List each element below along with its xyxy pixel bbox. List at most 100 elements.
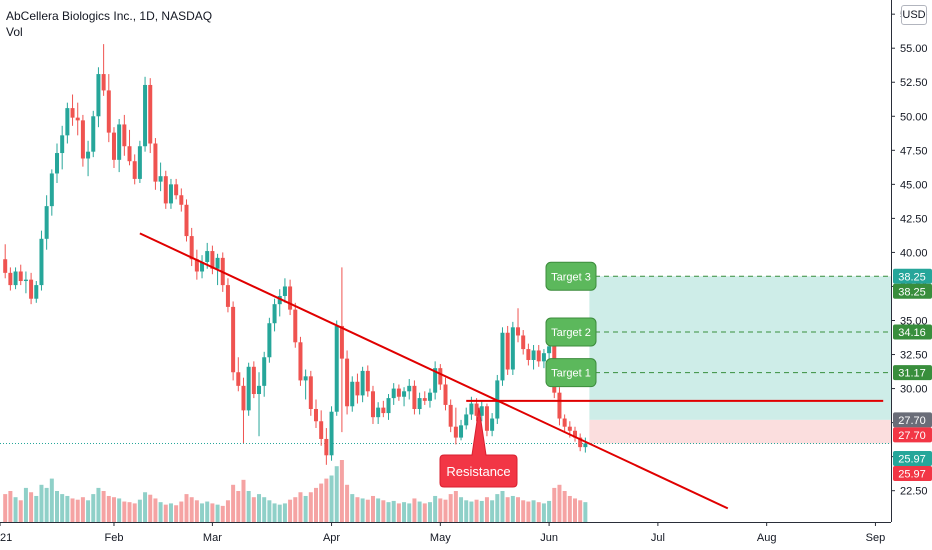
- y-tick-label: 32.50: [900, 350, 928, 362]
- volume-bar: [448, 494, 453, 522]
- descending-trendline: [139, 232, 729, 510]
- volume-bar: [407, 503, 412, 522]
- volume-bar: [298, 492, 303, 522]
- volume-bar: [334, 466, 339, 522]
- candle-body: [65, 108, 70, 136]
- candle-body: [505, 332, 510, 370]
- volume-bar: [236, 491, 241, 522]
- target-box: [545, 261, 597, 291]
- volume-bar: [479, 500, 484, 522]
- volume-bar: [184, 494, 189, 522]
- volume-bar: [360, 498, 365, 522]
- volume-bar: [277, 504, 282, 522]
- volume-bar: [91, 494, 96, 522]
- volume-bar: [500, 491, 505, 522]
- candle-body: [18, 271, 23, 282]
- price-label: 27.70: [898, 430, 926, 442]
- volume-bar: [562, 491, 567, 522]
- candle-body: [500, 332, 505, 381]
- candle-body: [168, 184, 173, 204]
- volume-bar: [531, 500, 536, 522]
- candle-body: [562, 418, 567, 427]
- candle-body: [474, 403, 479, 416]
- volume-bar: [39, 484, 44, 522]
- candle-body: [583, 443, 588, 448]
- volume-bar: [168, 503, 173, 522]
- candle-body: [49, 173, 54, 207]
- volume-bar: [106, 495, 111, 522]
- volume-bar: [567, 495, 572, 522]
- volume-bar: [484, 497, 489, 522]
- candle-body: [13, 271, 18, 286]
- candle-body: [225, 285, 230, 307]
- candle-body: [148, 84, 153, 144]
- candle-body: [143, 84, 148, 147]
- price-label-tag: [893, 465, 932, 481]
- volume-bar: [412, 498, 417, 522]
- volume-bar: [220, 505, 225, 522]
- volume-bar: [117, 498, 122, 522]
- candle-body: [174, 184, 179, 196]
- candle-body: [184, 204, 189, 237]
- candle-body: [55, 153, 59, 174]
- volume-bar: [13, 497, 18, 522]
- candle-body: [272, 304, 277, 324]
- price-label: 38.25: [898, 271, 926, 283]
- volume-bar: [225, 500, 230, 522]
- candle-body: [469, 403, 474, 415]
- target-label: Target 3: [551, 271, 591, 283]
- candle-body: [547, 346, 552, 354]
- y-tick-label: 30.00: [900, 384, 928, 396]
- candle-body: [386, 398, 391, 414]
- take-profit-zone: [589, 276, 891, 420]
- volume-bar: [262, 497, 267, 522]
- candle-body: [251, 366, 256, 395]
- volume-bar: [370, 495, 375, 522]
- currency-button[interactable]: USD: [901, 5, 927, 25]
- candle-body: [536, 350, 541, 362]
- volume-bar: [573, 498, 577, 522]
- volume-bar: [386, 502, 391, 522]
- volume-bar: [174, 505, 179, 522]
- volume-bar: [60, 494, 65, 522]
- plot-area: [0, 0, 891, 522]
- candle-body: [391, 388, 396, 399]
- volume-bar: [314, 487, 318, 522]
- candle-body: [106, 90, 111, 133]
- candle-body: [422, 398, 427, 401]
- volume-bar: [153, 498, 158, 522]
- volume-bar: [143, 492, 148, 522]
- candle-body: [194, 259, 199, 272]
- candle-body: [122, 124, 127, 147]
- volume-bar: [241, 479, 246, 522]
- candle-body: [137, 146, 142, 179]
- volume-bar: [521, 500, 526, 522]
- volume-bar: [350, 494, 355, 522]
- chart-header: AbCellera Biologics Inc., 1D, NASDAQ Vol: [6, 8, 212, 40]
- volume-bar: [111, 497, 116, 522]
- volume-bar: [526, 501, 531, 522]
- volume-bar: [345, 484, 350, 522]
- candle-body: [376, 407, 381, 418]
- candle-body: [236, 372, 241, 386]
- candle-body: [578, 437, 583, 448]
- volume-bar: [329, 475, 334, 522]
- price-label-tag: [893, 268, 932, 284]
- volume-bar: [459, 497, 464, 522]
- candle-body: [417, 398, 422, 409]
- candle-body: [319, 421, 324, 439]
- volume-bar: [474, 499, 479, 522]
- candle-body: [448, 404, 453, 427]
- candle-body: [433, 368, 438, 393]
- volume-bar: [443, 499, 448, 522]
- y-tick-label: 52.50: [900, 77, 928, 89]
- candle-body: [541, 353, 546, 362]
- candle-body: [153, 143, 158, 182]
- candle-body: [29, 279, 34, 299]
- price-label-tag: [893, 283, 932, 299]
- volume-bar: [381, 500, 386, 522]
- volume-bar: [65, 495, 70, 522]
- candle-body: [282, 286, 287, 296]
- volume-bar: [438, 498, 443, 522]
